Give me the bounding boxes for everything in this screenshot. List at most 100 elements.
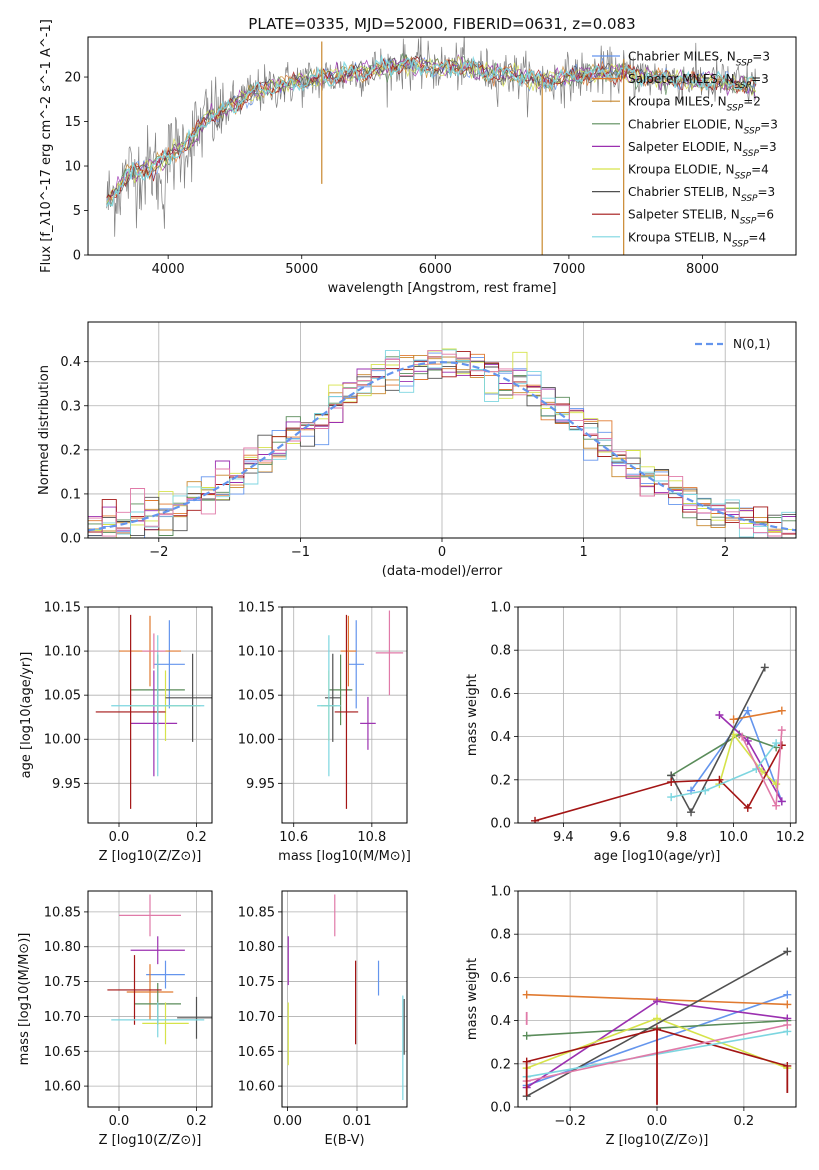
legend-subscript: SSP <box>741 194 758 204</box>
weight_vs_age-marker-kroupa-elodie <box>772 780 781 789</box>
weight_vs_age-marker-salpeter-miles <box>777 706 786 715</box>
weight_vs_Z-ytick-label: 0.2 <box>490 1057 511 1072</box>
weight_vs_age-marker-salpeter-stelib <box>777 741 786 750</box>
weight_vs_Z-lines <box>522 947 792 1105</box>
weight_vs_Z-ytick-label: 0.0 <box>490 1101 511 1116</box>
residuals-xlabel: (data-model)/error <box>382 564 503 579</box>
mass_vs_ebv-ytick-label: 10.85 <box>238 905 275 920</box>
residuals-xtick-label: 0 <box>438 545 446 560</box>
age_vs_mass-ytick-label: 10.15 <box>238 601 275 616</box>
residuals-xtick-label: −1 <box>291 545 310 560</box>
spectrum-ytick-label: 15 <box>64 115 81 130</box>
age_vs_mass-xtick-label: 10.8 <box>357 830 386 845</box>
weight_vs_age-ytick-label: 0.2 <box>490 773 511 788</box>
age_vs_Z-xtick-label: 0.2 <box>186 830 207 845</box>
weight_vs_age-marker-pink <box>738 732 747 741</box>
age_vs_Z-ytick-label: 10.10 <box>44 645 81 660</box>
spectrum-xtick-label: 6000 <box>419 262 452 277</box>
weight_vs_age-ytick-label: 0.0 <box>490 817 511 832</box>
weight_vs_age-xtick-label: 9.6 <box>610 830 631 845</box>
weight_vs_age-lines <box>531 663 786 823</box>
residuals-xtick-label: 2 <box>721 545 729 560</box>
mass_vs_Z-ytick-label: 10.60 <box>44 1080 81 1095</box>
mass_vs_Z-xlabel: Z [log10(Z/Z⊙)] <box>99 1133 202 1148</box>
mass_vs_Z-ytick-label: 10.80 <box>44 940 81 955</box>
weight_vs_age-marker-salpeter-stelib <box>715 775 724 784</box>
mass_vs_ebv-xlabel: E(B-V) <box>324 1133 364 1148</box>
weight_vs_age-marker-chabrier-stelib <box>687 808 696 817</box>
spectrum-model-kroupa-stelib <box>106 54 757 207</box>
weight_vs_age-ytick-label: 0.8 <box>490 644 511 659</box>
weight_vs_age-marker-salpeter-stelib <box>743 803 752 812</box>
weight_vs_Z-marker-salpeter-miles <box>522 990 531 999</box>
age_vs_Z-ytick-label: 10.15 <box>44 601 81 616</box>
residuals-ytick-label: 0.0 <box>60 532 81 547</box>
mass_vs_ebv-xtick-label: 0.01 <box>343 1114 372 1129</box>
age-vs-metallicity-panel: 0.0 0.2 9.95 10.00 10.05 10.10 10.15 Z [log10(Z… <box>19 601 213 864</box>
age_vs_Z-ytick-label: 10.00 <box>44 733 81 748</box>
weight_vs_age-marker-salpeter-stelib <box>667 777 676 786</box>
weight_vs_Z-frame <box>517 890 797 1108</box>
age_vs_mass-ytick-label: 10.05 <box>238 689 275 704</box>
residuals-histograms <box>88 348 796 538</box>
weight_vs_Z-xlabel: Z [log10(Z/Z⊙)] <box>606 1133 709 1148</box>
spectrum-xtick-label: 8000 <box>686 262 719 277</box>
age_vs_Z-xtick-label: 0.0 <box>109 830 130 845</box>
spectrum-frame <box>87 36 797 256</box>
weight_vs_Z-marker-pink <box>783 1020 792 1029</box>
weight_vs_Z-marker-kroupa-elodie <box>653 1014 661 1023</box>
mass_vs_Z-xtick-label: 0.2 <box>186 1114 207 1129</box>
spectrum-ytick-label: 20 <box>64 71 81 86</box>
mass_vs_ebv-ytick-label: 10.75 <box>238 975 275 990</box>
mass-vs-metallicity-panel: 0.0 0.2 10.60 10.65 10.70 10.75 10.80 10.85 Z [l… <box>17 890 213 1148</box>
weight_vs_age-ytick-label: 1.0 <box>490 601 511 616</box>
weight_vs_age-marker-salpeter-elodie <box>777 797 786 806</box>
weight_vs_age-xtick-label: 9.4 <box>553 830 574 845</box>
residuals-frame <box>87 321 797 539</box>
weight_vs_Z-marker-chabrier-miles <box>783 990 792 999</box>
mass_vs_Z-frame <box>87 890 213 1108</box>
age_vs_mass-errorbars <box>317 610 404 809</box>
residuals-ytick-label: 0.1 <box>60 487 81 502</box>
mass_vs_Z-errorbars <box>107 894 212 1045</box>
legend-subscript: SSP <box>735 81 752 91</box>
weight_vs_age-marker-chabrier-miles <box>743 706 752 715</box>
residuals-ytick-label: 0.3 <box>60 399 81 414</box>
spectrum-xtick-label: 4000 <box>152 262 185 277</box>
weight_vs_Z-marker-salpeter-miles <box>783 1000 792 1009</box>
spectrum-xlabel: wavelength [Angstrom, rest frame] <box>328 281 557 296</box>
age_vs_mass-xlabel: mass [log10(M/M⊙)] <box>278 849 411 864</box>
weight_vs_age-xlabel: age [log10(age/yr)] <box>594 849 721 864</box>
age_vs_Z-frame <box>87 606 213 824</box>
weight_vs_Z-xtick-label: 0.0 <box>647 1114 668 1129</box>
residuals-ylabel: Normed distribution <box>37 365 52 495</box>
weight_vs_age-ytick-label: 0.4 <box>490 730 511 745</box>
spectrum-lines <box>106 37 757 255</box>
legend-subscript: SSP <box>735 172 752 182</box>
weight_vs_age-marker-salpeter-elodie <box>715 711 724 719</box>
weight_vs_age-marker-salpeter-stelib <box>531 816 540 823</box>
age_vs_Z-ytick-label: 9.95 <box>52 777 81 792</box>
weight_vs_age-marker-kroupa-stelib <box>701 786 710 795</box>
age_vs_mass-ytick-label: 9.95 <box>246 777 275 792</box>
residuals-xtick-label: −2 <box>149 545 168 560</box>
weight_vs_age-marker-kroupa-stelib <box>772 739 781 748</box>
weight_vs_age-xtick-label: 10.0 <box>719 830 748 845</box>
age_vs_Z-ylabel: age [log10(age/yr)] <box>19 652 34 779</box>
mass_vs_ebv-ytick-label: 10.70 <box>238 1010 275 1025</box>
spectrum-xtick-label: 5000 <box>285 262 318 277</box>
spectrum-ylabel: Flux [f_λ10^-17 erg cm^-2 s^-1 A^-1] <box>39 19 54 273</box>
mass_vs_ebv-ytick-label: 10.60 <box>238 1080 275 1095</box>
mass_vs_ebv-ytick-label: 10.80 <box>238 940 275 955</box>
spectrum-ytick-label: 5 <box>73 204 81 219</box>
mass_vs_ebv-frame <box>281 890 408 1108</box>
weight_vs_age-xtick-label: 10.2 <box>776 830 805 845</box>
mass_vs_Z-ytick-label: 10.85 <box>44 905 81 920</box>
spectrum-panel: PLATE=0335, MJD=52000, FIBERID=0631, z=0… <box>39 15 797 296</box>
weight_vs_age-xtick-label: 9.8 <box>667 830 688 845</box>
weight_vs_Z-ytick-label: 1.0 <box>490 885 511 900</box>
age_vs_Z-errorbars <box>95 614 212 809</box>
weight_vs_Z-xtick-label: −0.2 <box>554 1114 586 1129</box>
age_vs_mass-frame <box>281 606 408 824</box>
